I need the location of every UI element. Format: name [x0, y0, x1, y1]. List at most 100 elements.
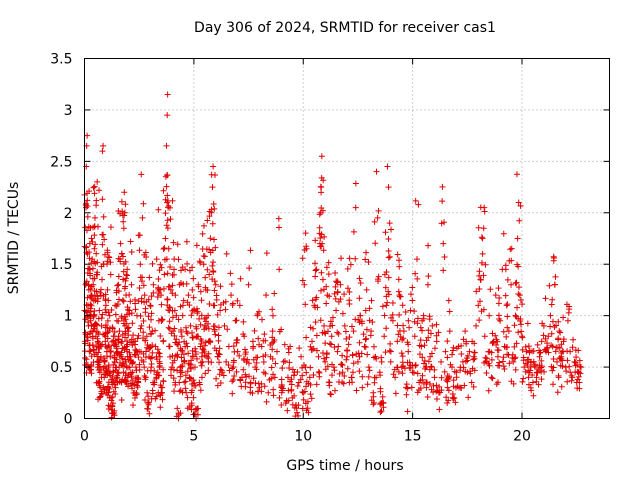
data-point — [312, 319, 319, 326]
data-point — [341, 291, 348, 298]
data-point — [501, 343, 508, 350]
data-point — [515, 263, 522, 270]
data-point — [160, 377, 167, 384]
data-point — [344, 353, 350, 360]
data-point — [105, 405, 112, 412]
data-point — [276, 394, 283, 401]
data-point — [136, 361, 143, 368]
data-point — [312, 260, 319, 267]
data-point — [164, 112, 171, 119]
data-point — [573, 354, 580, 361]
data-point — [129, 320, 136, 327]
data-point — [469, 365, 476, 372]
data-point — [209, 220, 216, 227]
data-point — [510, 358, 517, 365]
data-point — [441, 219, 448, 226]
data-point — [82, 340, 89, 347]
data-point — [356, 339, 363, 346]
data-point — [101, 251, 108, 258]
data-point — [381, 271, 388, 278]
data-point — [171, 357, 178, 364]
data-point — [320, 177, 327, 184]
data-point — [318, 205, 325, 212]
data-point — [211, 205, 218, 212]
data-point — [322, 340, 329, 347]
data-point — [262, 370, 269, 377]
data-point — [108, 348, 115, 355]
data-point — [122, 283, 129, 290]
data-point — [269, 328, 276, 335]
data-point — [490, 339, 497, 346]
data-point — [94, 293, 101, 300]
data-point — [312, 267, 319, 274]
data-point — [103, 367, 110, 374]
data-point — [135, 354, 142, 361]
data-point — [323, 350, 330, 357]
data-point — [450, 383, 457, 390]
data-point — [193, 305, 200, 312]
data-point — [415, 201, 422, 208]
data-point — [161, 245, 168, 252]
data-point — [549, 318, 556, 325]
data-point — [197, 359, 204, 366]
data-point — [173, 312, 180, 319]
data-point — [104, 353, 111, 360]
data-point — [331, 387, 338, 394]
data-point — [328, 333, 335, 340]
data-point — [492, 332, 499, 339]
data-point — [211, 345, 218, 352]
data-point — [550, 356, 557, 363]
data-point — [269, 306, 276, 313]
data-point — [504, 324, 511, 331]
data-point — [551, 323, 558, 330]
data-point — [549, 367, 556, 374]
data-point — [424, 281, 431, 288]
data-point — [128, 249, 135, 256]
data-point — [392, 390, 399, 397]
data-point — [202, 370, 209, 377]
data-point — [284, 407, 291, 414]
data-point — [300, 396, 307, 403]
data-point — [96, 187, 103, 194]
data-point — [141, 373, 148, 380]
data-point — [517, 315, 524, 322]
data-point — [164, 192, 171, 199]
data-point — [513, 340, 520, 347]
y-tick-label: 0 — [64, 412, 73, 428]
data-point — [177, 373, 184, 380]
data-point — [386, 253, 393, 260]
data-point — [217, 301, 224, 308]
data-point — [157, 392, 164, 399]
data-point — [457, 367, 464, 374]
data-point — [512, 354, 519, 361]
data-point — [145, 296, 152, 303]
data-point — [182, 372, 189, 379]
data-point — [542, 335, 549, 342]
data-point — [115, 318, 122, 325]
data-point — [352, 255, 359, 262]
data-point — [211, 236, 218, 243]
data-point — [566, 363, 573, 370]
data-point — [320, 247, 327, 254]
data-point — [524, 362, 531, 369]
data-point — [495, 347, 502, 354]
data-point — [172, 381, 179, 388]
data-point — [233, 339, 240, 346]
data-point — [371, 379, 378, 386]
data-point — [431, 374, 438, 381]
data-point — [237, 376, 244, 383]
data-point — [88, 293, 95, 300]
data-point — [371, 354, 378, 361]
data-point — [339, 310, 346, 317]
data-point — [116, 296, 123, 303]
data-point — [224, 326, 231, 333]
data-point — [511, 355, 518, 362]
data-point — [213, 375, 220, 382]
data-point — [555, 336, 562, 343]
data-point — [570, 336, 577, 343]
data-point — [407, 291, 414, 298]
data-point — [350, 228, 357, 235]
data-point — [467, 370, 474, 377]
data-point — [200, 346, 207, 353]
data-point — [255, 335, 262, 342]
